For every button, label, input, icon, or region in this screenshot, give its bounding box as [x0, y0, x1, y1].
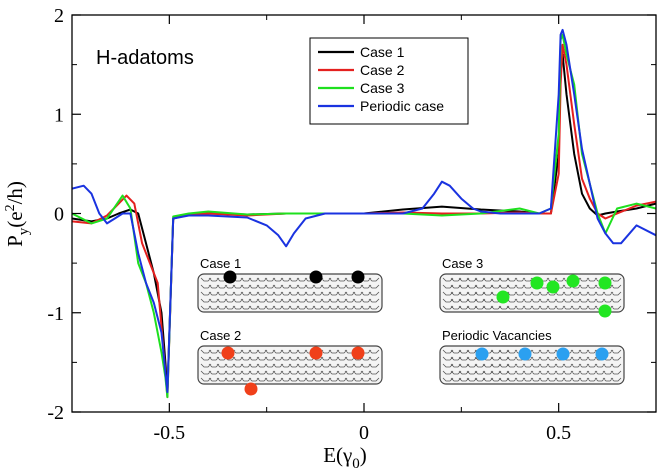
nanotube-mesh — [200, 277, 380, 310]
panel-label: H-adatoms — [96, 47, 194, 69]
x-axis-title: E(γ0) — [323, 443, 367, 470]
nanotube-inset: Case 2 — [197, 328, 383, 396]
nanotube-inset: Case 3 — [439, 256, 625, 318]
x-tick-label: -0.5 — [153, 422, 185, 444]
mesh-row — [442, 284, 622, 289]
y-tick-label: -2 — [47, 402, 64, 424]
adatom-dot — [309, 270, 323, 284]
mesh-row — [200, 284, 380, 289]
inset-label: Case 2 — [200, 328, 241, 343]
inset-label: Case 1 — [200, 256, 241, 271]
mesh-row — [200, 356, 380, 361]
series-layer — [72, 28, 656, 399]
y-tick-label: -1 — [47, 303, 64, 325]
adatom-dot — [530, 276, 544, 290]
mesh-row — [200, 291, 380, 296]
legend-label: Case 2 — [360, 62, 405, 78]
adatom-dot — [595, 347, 609, 361]
nanotube-insets: Case 1 Case 3 Case 2 Periodic Vacancies — [197, 256, 625, 396]
series-line-4 — [72, 28, 656, 394]
inset-label: Case 3 — [442, 256, 483, 271]
mesh-row — [442, 363, 622, 368]
inset-label: Periodic Vacancies — [442, 328, 552, 343]
adatom-dot — [223, 270, 237, 284]
x-tick-label: 0 — [359, 422, 369, 444]
nanotube-inset: Periodic Vacancies — [439, 328, 625, 385]
adatom-dot — [351, 270, 365, 284]
adatom-dot — [598, 276, 612, 290]
legend: Case 1 Case 2 Case 3 Periodic case — [309, 37, 469, 125]
adatom-dot — [309, 346, 323, 360]
adatom-dot — [598, 304, 612, 318]
tick-layer: -0.5 0 0.5 -2 -1 0 1 2 — [47, 5, 657, 444]
x-tick-label: 0.5 — [546, 422, 571, 444]
adatom-dot — [556, 347, 570, 361]
legend-label: Case 3 — [360, 80, 405, 96]
adatom-dot — [475, 347, 489, 361]
mesh-row — [200, 298, 380, 303]
adatom-dot — [566, 274, 580, 288]
y-tick-label: 1 — [54, 104, 64, 126]
legend-label: Periodic case — [360, 98, 444, 114]
series-line-1 — [72, 53, 656, 394]
nanotube-inset: Case 1 — [197, 256, 383, 313]
adatom-dot — [496, 290, 510, 304]
mesh-row — [200, 305, 380, 310]
mesh-row — [200, 377, 380, 382]
mesh-row — [442, 370, 622, 375]
adatom-dot — [244, 382, 258, 396]
legend-label: Case 1 — [360, 44, 405, 60]
adatom-dot — [546, 280, 560, 294]
adatom-dot — [518, 347, 532, 361]
mesh-row — [200, 370, 380, 375]
nanotube-mesh — [442, 277, 622, 310]
adatom-dot — [221, 346, 235, 360]
y-tick-label: 2 — [54, 5, 64, 27]
y-tick-label: 0 — [54, 204, 64, 226]
y-axis-title: Py(e2/h) — [3, 181, 32, 247]
adatom-dot — [351, 346, 365, 360]
mesh-row — [442, 377, 622, 382]
mesh-row — [200, 363, 380, 368]
